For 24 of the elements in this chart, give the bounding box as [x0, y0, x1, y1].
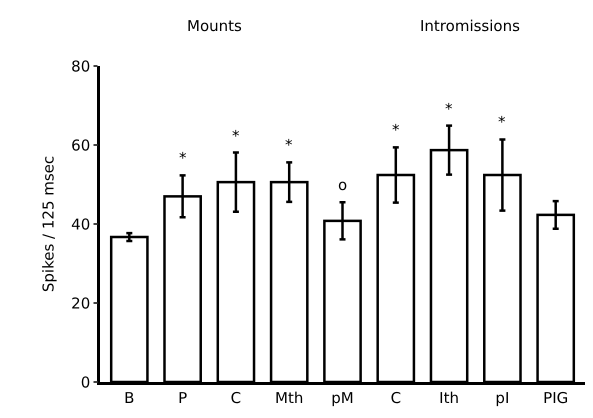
data-label: * — [232, 127, 240, 145]
data-label: * — [392, 121, 400, 139]
data-label: * — [445, 100, 453, 118]
x-tick-label: C — [230, 388, 242, 407]
x-tick-label: P — [178, 388, 188, 407]
data-label: * — [498, 113, 506, 131]
y-tick-label: 0 — [80, 373, 90, 392]
data-label: * — [179, 149, 187, 167]
x-tick-label: Mth — [275, 388, 304, 407]
text: Mounts — [187, 17, 242, 35]
x-tick-label: pM — [331, 388, 354, 407]
x-tick-label: PIG — [543, 388, 568, 407]
y-tick-label: 40 — [71, 215, 90, 234]
data-label: o — [338, 176, 348, 194]
text: Intromissions — [420, 17, 520, 35]
data-label: * — [285, 136, 293, 154]
x-tick-label: B — [124, 388, 134, 407]
y-tick-label: 80 — [71, 57, 90, 76]
y-tick-label: 60 — [71, 136, 90, 154]
x-tick-label: Ith — [439, 388, 459, 407]
x-tick-label: C — [390, 388, 402, 407]
y-tick-label: 20 — [71, 294, 90, 312]
x-tick-label: pI — [495, 388, 510, 407]
y-axis-title: Spikes / 125 msec — [39, 156, 58, 292]
